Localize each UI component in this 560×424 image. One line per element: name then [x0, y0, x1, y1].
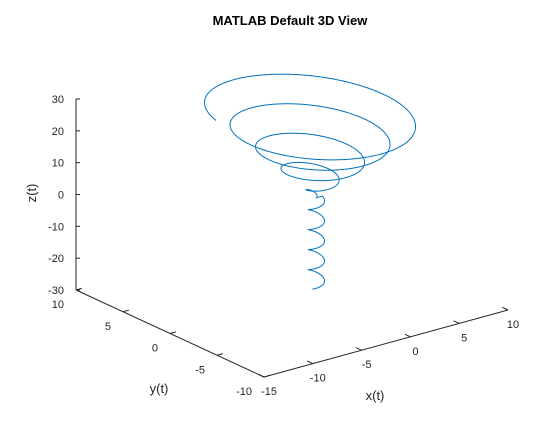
y-tick-label: -5 — [195, 364, 205, 376]
x-axis-line — [263, 309, 509, 378]
x-tick-label: 0 — [412, 346, 418, 358]
x-tick-mark — [306, 360, 314, 365]
z-tick-label: 30 — [52, 94, 64, 106]
z-tick-label: -10 — [48, 221, 64, 233]
y-tick-mark — [122, 309, 129, 313]
y-tick-label: 10 — [52, 299, 64, 311]
y-tick-mark — [169, 331, 176, 334]
tick-labels: -15 -10 -5 0 5 10 -10 -5 0 5 10 -30 -20 -10 0 10 20 30 — [48, 94, 519, 398]
x-tick-label: -15 — [261, 386, 277, 398]
x-tick-mark — [258, 373, 265, 378]
z-tick-label: 10 — [52, 158, 64, 170]
tick-marks — [75, 98, 509, 378]
z-tick-label: -20 — [48, 253, 64, 265]
x-tick-label: 10 — [507, 319, 519, 331]
z-tick-label: 20 — [52, 126, 64, 138]
series-group — [203, 73, 417, 290]
y-axis-label: y(t) — [150, 381, 169, 396]
x-axis-label: x(t) — [366, 388, 385, 403]
z-tick-label: 0 — [58, 190, 64, 202]
chart-title: MATLAB Default 3D View — [213, 13, 369, 28]
series-line — [203, 73, 417, 290]
x-tick-mark — [355, 347, 362, 351]
y-tick-mark — [263, 374, 270, 378]
x-tick-mark — [502, 306, 509, 311]
y-tick-label: -10 — [236, 386, 252, 398]
axes — [75, 99, 509, 378]
x-tick-label: -5 — [362, 359, 372, 371]
y-tick-label: 0 — [152, 343, 158, 355]
z-tick-label: -30 — [48, 285, 64, 297]
x-tick-mark — [404, 333, 411, 338]
y-tick-label: 5 — [105, 321, 111, 333]
x-tick-label: 5 — [461, 332, 467, 344]
z-axis-label: z(t) — [24, 184, 39, 203]
x-tick-label: -10 — [310, 373, 326, 385]
x-tick-mark — [453, 320, 460, 324]
y-tick-mark — [216, 353, 223, 356]
